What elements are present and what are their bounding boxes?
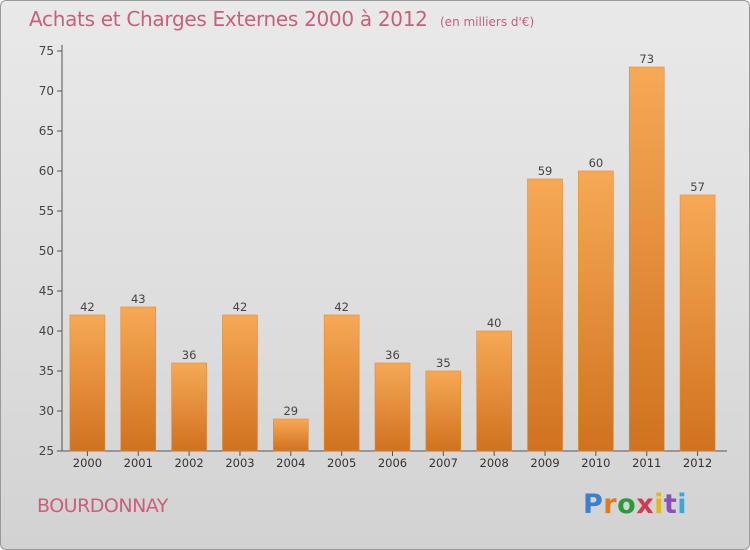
data-label: 42 (80, 300, 95, 314)
x-tick-label: 2001 (124, 456, 153, 470)
x-tick-label: 2003 (225, 456, 254, 470)
data-label: 42 (233, 300, 248, 314)
x-tick-label: 2005 (327, 456, 356, 470)
chart-bars (69, 66, 716, 452)
data-label: 73 (639, 52, 654, 66)
data-label: 57 (690, 180, 705, 194)
data-label: 60 (589, 156, 604, 170)
bar-2007 (425, 370, 462, 452)
bar-2004 (273, 418, 309, 452)
y-tick-label: 65 (39, 124, 54, 138)
x-tick-label: 2009 (530, 456, 559, 470)
data-label: 59 (538, 164, 553, 178)
logo-letter: P (583, 489, 604, 520)
x-tick-label: 2007 (429, 456, 458, 470)
x-tick-label: 2010 (581, 456, 610, 470)
data-label: 43 (131, 292, 146, 306)
bar-2010 (578, 170, 614, 452)
x-tick-label: 2012 (683, 456, 712, 470)
logo-letter: i (654, 489, 664, 520)
data-label: 40 (487, 316, 502, 330)
x-tick-label: 2002 (174, 456, 203, 470)
x-tick-label: 2008 (480, 456, 509, 470)
y-tick-label: 75 (39, 44, 54, 58)
y-tick-label: 30 (39, 404, 54, 418)
bar-2011 (628, 66, 665, 452)
chart-axes: 25 30 35 40 45 50 55 60 65 70 75 2000 2001 2002 2003 20… (39, 44, 727, 470)
data-label: 29 (283, 404, 298, 418)
data-label: 36 (385, 348, 400, 362)
y-tick-label: 70 (39, 84, 54, 98)
bar-2006 (374, 362, 411, 452)
bar-2003 (222, 314, 258, 452)
y-tick-label: 60 (39, 164, 54, 178)
y-tick-label: 45 (39, 284, 54, 298)
logo-letter: r (603, 489, 618, 520)
chart-subtitle: (en milliers d'€) (440, 15, 535, 29)
data-label: 36 (182, 348, 197, 362)
commune-name: BOURDONNAY (37, 495, 168, 517)
bar-2001 (120, 306, 157, 452)
logo-letter: o (617, 489, 637, 520)
logo-letter: i (677, 489, 688, 520)
data-label: 35 (436, 356, 451, 370)
chart-value-labels: 42 43 36 42 29 42 36 35 40 59 60 73 57 (80, 52, 705, 418)
proxiti-logo: Proxiti (583, 489, 687, 520)
y-tick-label: 40 (39, 324, 54, 338)
logo-letter: t (663, 489, 678, 520)
y-tick-label: 50 (39, 244, 54, 258)
x-tick-label: 2000 (73, 456, 102, 470)
y-tick-label: 25 (39, 444, 54, 458)
data-label: 42 (334, 300, 349, 314)
bar-2008 (476, 330, 512, 452)
y-tick-label: 55 (39, 204, 54, 218)
logo-letter: x (636, 489, 655, 520)
x-tick-label: 2011 (632, 456, 661, 470)
x-tick-label: 2006 (378, 456, 407, 470)
chart-header: Achats et Charges Externes 2000 à 2012 (… (29, 7, 534, 31)
chart-title: Achats et Charges Externes 2000 à 2012 (29, 7, 428, 31)
bar-2000 (69, 314, 106, 452)
y-tick-label: 35 (39, 364, 54, 378)
bar-2009 (527, 178, 563, 452)
bar-2005 (323, 314, 360, 452)
bar-2002 (171, 362, 207, 452)
bar-2012 (679, 194, 716, 452)
x-tick-label: 2004 (276, 456, 305, 470)
